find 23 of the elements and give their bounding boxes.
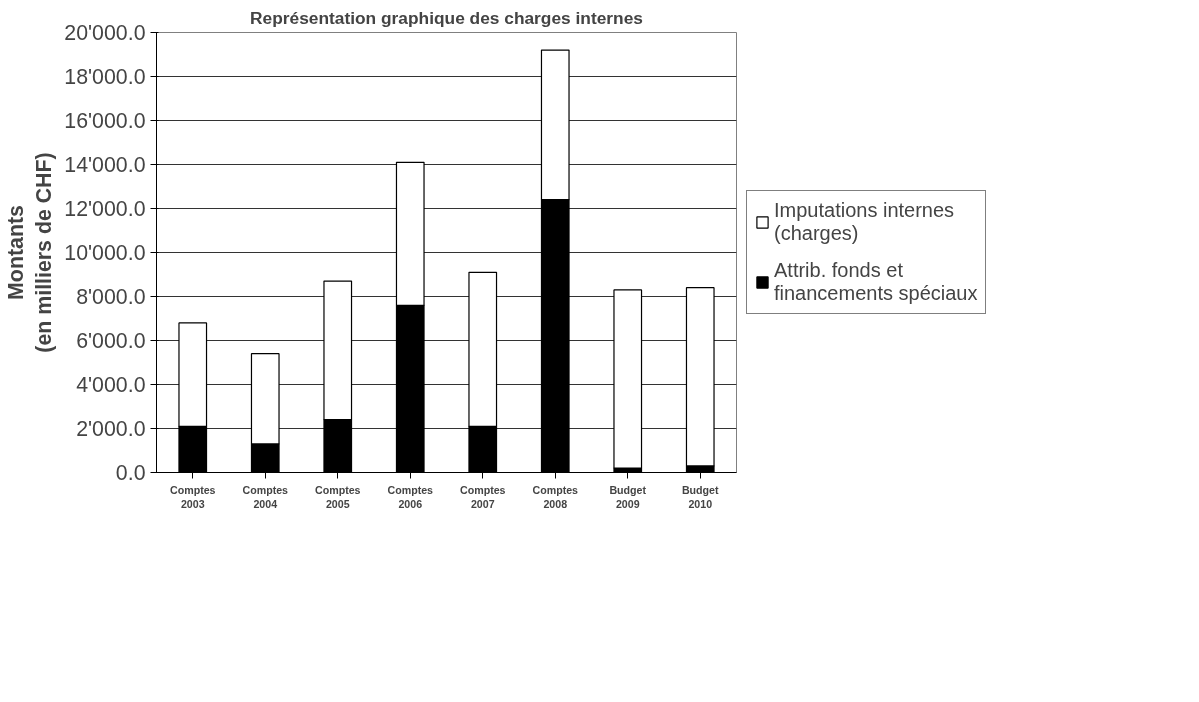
x-tick-label: Comptes 2006 [387, 483, 434, 510]
x-tick-label: Comptes 2004 [242, 483, 289, 510]
x-tick-label: Comptes 2005 [314, 483, 361, 510]
y-tick-label: 18'000.0 [64, 64, 146, 89]
y-tick-label: 14'000.0 [64, 152, 146, 177]
y-tick-label: 6'000.0 [76, 328, 146, 353]
y-tick-label: 2'000.0 [76, 416, 146, 441]
y-tick-label: 4'000.0 [76, 372, 146, 397]
y-axis-title: Montants (en milliers de CHF) [3, 152, 57, 353]
y-tick-label: 8'000.0 [76, 284, 146, 309]
x-tick-label: Budget 2009 [609, 483, 647, 510]
y-tick-label: 12'000.0 [64, 196, 146, 221]
x-tick-label: Budget 2010 [681, 483, 720, 510]
chart-title: Représentation graphique des charges internes [250, 7, 643, 28]
y-tick-label: 0.0 [115, 460, 146, 485]
x-tick-label: Comptes 2008 [532, 483, 579, 510]
x-tick-label: Comptes 2007 [459, 483, 506, 510]
x-tick-label: Comptes 2003 [169, 483, 216, 510]
y-tick-label: 16'000.0 [64, 108, 146, 133]
legend-label: Imputations internes (charges) [774, 199, 955, 245]
legend-label: Attrib. fonds et financements spéciaux [774, 259, 978, 305]
y-tick-label: 10'000.0 [64, 240, 146, 265]
y-tick-label: 20'000.0 [64, 20, 146, 45]
